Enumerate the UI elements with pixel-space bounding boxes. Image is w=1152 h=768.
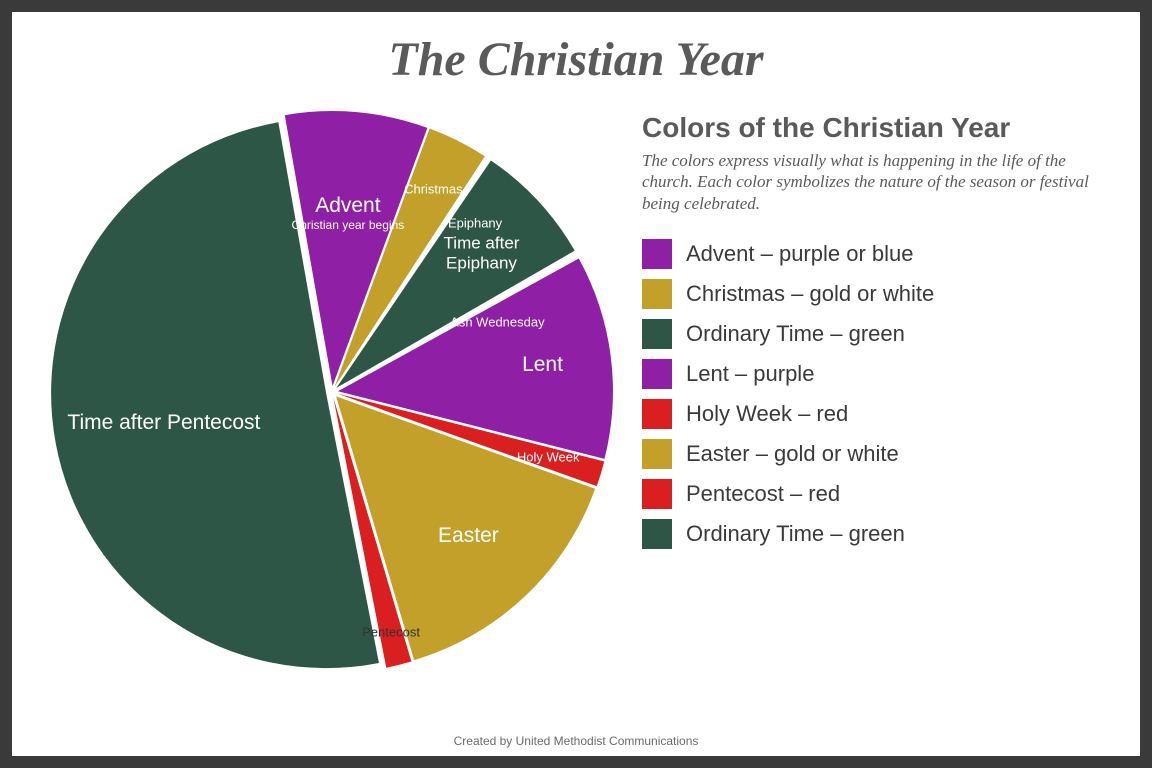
legend-item: Pentecost – red [642, 479, 1110, 509]
legend-label: Lent – purple [686, 361, 814, 387]
legend-label: Ordinary Time – green [686, 521, 905, 547]
pie-chart: AdventChristian year beginsChristmasEpip… [42, 102, 622, 682]
legend-item: Advent – purple or blue [642, 239, 1110, 269]
legend-swatch [642, 239, 672, 269]
legend-label: Christmas – gold or white [686, 281, 934, 307]
legend-label: Advent – purple or blue [686, 241, 914, 267]
legend-list: Advent – purple or blue Christmas – gold … [642, 239, 1110, 549]
legend-item: Christmas – gold or white [642, 279, 1110, 309]
page-frame: The Christian Year AdventChristian year … [12, 12, 1140, 756]
legend-swatch [642, 319, 672, 349]
legend-description: The colors express visually what is happ… [642, 150, 1110, 214]
legend-label: Easter – gold or white [686, 441, 899, 467]
legend-label: Ordinary Time – green [686, 321, 905, 347]
legend-item: Easter – gold or white [642, 439, 1110, 469]
credit-line: Created by United Methodist Communicatio… [454, 734, 699, 748]
legend-item: Ordinary Time – green [642, 319, 1110, 349]
legend-swatch [642, 279, 672, 309]
legend-swatch [642, 519, 672, 549]
legend-panel: Colors of the Christian Year The colors … [622, 102, 1110, 549]
legend-label: Pentecost – red [686, 481, 840, 507]
legend-item: Lent – purple [642, 359, 1110, 389]
legend-item: Ordinary Time – green [642, 519, 1110, 549]
legend-swatch [642, 479, 672, 509]
legend-swatch [642, 399, 672, 429]
page-title: The Christian Year [388, 32, 763, 87]
legend-item: Holy Week – red [642, 399, 1110, 429]
legend-label: Holy Week – red [686, 401, 848, 427]
content-row: AdventChristian year beginsChristmasEpip… [42, 102, 1110, 746]
legend-swatch [642, 439, 672, 469]
legend-title: Colors of the Christian Year [642, 112, 1110, 144]
legend-swatch [642, 359, 672, 389]
